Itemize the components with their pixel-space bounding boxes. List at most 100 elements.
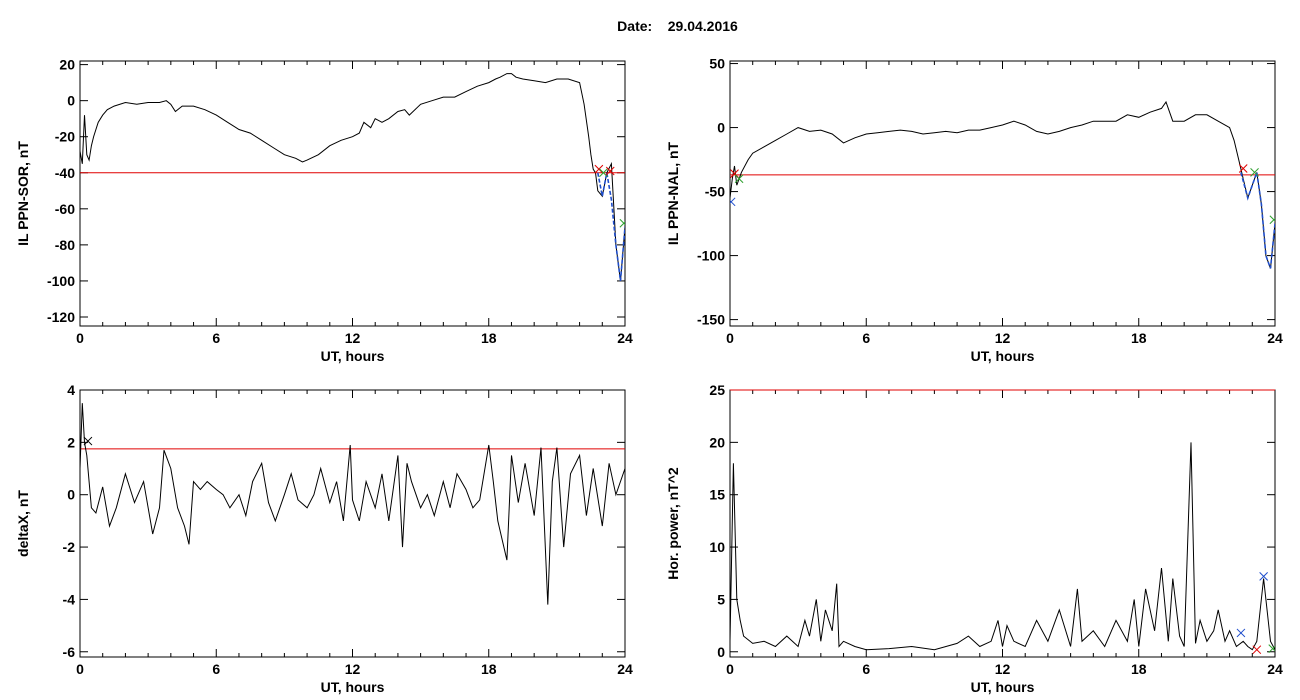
x-tick-label: 12 <box>345 661 361 677</box>
x-tick-label: 0 <box>76 330 84 346</box>
data-marker-stroke <box>1236 628 1246 638</box>
chart-panel-3: 0 6 12 18 24 4 2 0 -2 -4 -6 UT, hours deltaX, nT <box>15 382 633 695</box>
chart-panel-4: 0 6 12 18 24 25 20 15 10 5 0 UT, hours Hor. power, n… <box>665 382 1283 695</box>
y-tick-label: -50 <box>705 184 725 200</box>
y-tick-label: -150 <box>697 312 725 328</box>
y-tick-label: 5 <box>717 591 725 607</box>
y-tick-label: -6 <box>63 644 76 660</box>
x-axis-label: UT, hours <box>321 679 385 695</box>
data-marker <box>599 168 608 178</box>
data-marker-stroke <box>594 164 604 174</box>
y-tick-label: 0 <box>67 93 75 109</box>
data-marker-stroke <box>1250 168 1259 177</box>
y-tick-label: -4 <box>63 591 76 607</box>
data-marker-stroke <box>599 168 608 178</box>
x-tick-label: 18 <box>1131 661 1147 677</box>
data-marker <box>1269 215 1275 225</box>
y-tick-label: 0 <box>717 644 725 660</box>
plot-data-area <box>80 403 625 605</box>
x-axis-label: UT, hours <box>971 679 1035 695</box>
data-marker-stroke <box>1259 572 1268 581</box>
data-marker <box>605 166 615 176</box>
x-tick-label: 18 <box>481 330 497 346</box>
series-line-1 <box>730 100 1275 269</box>
data-marker <box>1238 164 1248 173</box>
y-axis-label: IL PPN-NAL, nT <box>665 141 681 245</box>
y-tick-label: -100 <box>47 273 75 289</box>
x-tick-label: 6 <box>212 661 220 677</box>
y-tick-label: 0 <box>67 487 75 503</box>
y-tick-label: 4 <box>67 382 75 398</box>
x-axis-label: UT, hours <box>971 348 1035 364</box>
data-marker-stroke <box>83 436 93 446</box>
data-marker <box>1259 572 1268 581</box>
series-line-1 <box>730 442 1275 651</box>
series-line-2 <box>597 172 625 282</box>
data-marker <box>1252 645 1262 655</box>
data-marker-stroke <box>730 169 739 179</box>
y-tick-label: -60 <box>55 201 75 217</box>
x-tick-label: 24 <box>1267 330 1283 346</box>
y-tick-label: -120 <box>47 309 75 325</box>
series-line-1 <box>80 403 625 605</box>
data-marker-stroke <box>730 197 736 204</box>
data-marker <box>1250 168 1259 177</box>
plot-data-area <box>80 73 625 282</box>
x-tick-label: 12 <box>995 661 1011 677</box>
x-tick-label: 0 <box>726 330 734 346</box>
plot-data-area <box>730 100 1275 269</box>
x-tick-label: 0 <box>76 661 84 677</box>
x-tick-label: 12 <box>995 330 1011 346</box>
y-axis-label: deltaX, nT <box>15 490 31 557</box>
plot-data-area <box>730 389 1275 655</box>
y-tick-label: 20 <box>59 57 75 73</box>
x-tick-label: 18 <box>1131 330 1147 346</box>
y-tick-label: -80 <box>55 237 75 253</box>
y-tick-label: 25 <box>709 382 725 398</box>
data-marker <box>1268 644 1275 653</box>
data-marker <box>1236 628 1246 638</box>
data-marker-stroke <box>1238 164 1248 173</box>
plot-frame <box>79 389 626 658</box>
data-marker <box>730 197 736 207</box>
x-tick-label: 6 <box>212 330 220 346</box>
plot-frame <box>729 60 1276 327</box>
y-tick-label: -2 <box>63 539 76 555</box>
x-tick-label: 12 <box>345 330 361 346</box>
x-tick-label: 6 <box>862 661 870 677</box>
series-line-1 <box>80 73 625 281</box>
date-value: 29.04.2016 <box>667 18 738 34</box>
y-tick-label: 2 <box>67 434 75 450</box>
data-marker-stroke <box>605 166 615 176</box>
chart-panel-1: 0 6 12 18 24 20 0 -20 -40 -60 -80 -100 -120 UT, hours… <box>15 57 633 364</box>
x-tick-label: 0 <box>726 661 734 677</box>
data-marker-stroke <box>619 221 625 228</box>
data-marker <box>83 436 93 446</box>
x-tick-label: 6 <box>862 330 870 346</box>
chart-date-header: Date: 29.04.2016 <box>0 18 1300 34</box>
data-marker-stroke <box>1268 645 1275 653</box>
x-tick-label: 24 <box>617 330 633 346</box>
y-tick-label: 50 <box>709 56 725 72</box>
x-axis-label: UT, hours <box>321 348 385 364</box>
y-tick-label: -20 <box>55 129 75 145</box>
y-tick-label: 10 <box>709 539 725 555</box>
y-tick-label: -40 <box>55 165 75 181</box>
x-tick-label: 24 <box>1267 661 1283 677</box>
y-tick-label: 20 <box>709 434 725 450</box>
y-tick-label: -100 <box>697 248 725 264</box>
y-axis-label: Hor. power, nT^2 <box>665 467 681 580</box>
data-marker <box>594 164 604 174</box>
plot-frame <box>79 60 626 327</box>
series-line-2 <box>1240 172 1275 269</box>
x-tick-label: 24 <box>617 661 633 677</box>
x-tick-label: 18 <box>481 661 497 677</box>
date-label: Date: <box>617 18 653 34</box>
data-marker-stroke <box>1252 645 1262 655</box>
y-axis-label: IL PPN-SOR, nT <box>15 141 31 246</box>
chart-panel-2: 0 6 12 18 24 50 0 -50 -100 -150 UT, hours IL PPN-NA… <box>665 56 1283 364</box>
data-marker-stroke <box>734 174 744 184</box>
y-tick-label: 15 <box>709 487 725 503</box>
y-tick-label: 0 <box>717 120 725 136</box>
